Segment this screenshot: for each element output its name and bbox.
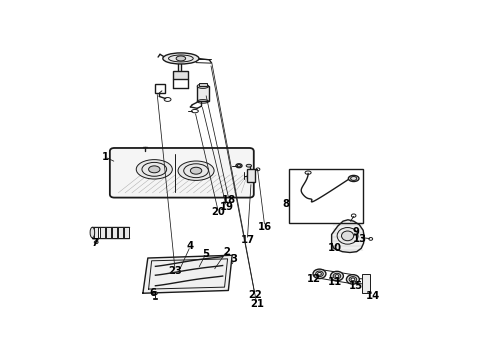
Bar [289, 169, 363, 223]
Text: 1: 1 [101, 152, 108, 162]
Ellipse shape [335, 275, 339, 278]
Bar [246, 169, 255, 182]
Text: 7: 7 [91, 238, 98, 248]
Text: 5: 5 [202, 249, 209, 260]
Ellipse shape [90, 227, 95, 238]
Ellipse shape [316, 271, 323, 276]
Text: 11: 11 [327, 276, 342, 287]
Ellipse shape [163, 53, 199, 64]
Text: 8: 8 [283, 199, 290, 209]
Bar [199, 84, 207, 86]
Polygon shape [332, 220, 364, 252]
Polygon shape [143, 255, 232, 293]
Ellipse shape [178, 161, 214, 180]
Ellipse shape [346, 275, 359, 284]
Text: 14: 14 [366, 291, 380, 301]
Ellipse shape [330, 271, 343, 281]
Text: 10: 10 [328, 243, 342, 253]
Text: 3: 3 [231, 255, 238, 264]
Text: 13: 13 [353, 234, 367, 244]
Ellipse shape [349, 276, 357, 282]
Bar [99, 227, 104, 238]
Bar [197, 86, 209, 102]
Ellipse shape [197, 84, 209, 89]
Bar [94, 227, 98, 238]
Text: 22: 22 [248, 290, 262, 300]
Ellipse shape [136, 159, 172, 179]
Text: 19: 19 [220, 202, 233, 212]
Ellipse shape [246, 164, 251, 167]
Text: 16: 16 [258, 222, 272, 232]
Ellipse shape [176, 56, 186, 61]
Ellipse shape [342, 231, 354, 241]
FancyBboxPatch shape [110, 148, 254, 198]
Ellipse shape [148, 166, 160, 173]
Text: 23: 23 [168, 266, 182, 276]
Ellipse shape [190, 167, 202, 174]
Text: 9: 9 [352, 227, 359, 237]
Bar [362, 274, 369, 293]
Ellipse shape [333, 273, 341, 279]
Ellipse shape [94, 241, 98, 244]
Bar [106, 227, 111, 238]
Text: 21: 21 [250, 299, 264, 309]
Text: 12: 12 [307, 274, 321, 284]
Ellipse shape [318, 273, 321, 275]
Text: 15: 15 [348, 281, 363, 291]
Ellipse shape [348, 175, 359, 181]
Ellipse shape [153, 292, 157, 295]
Bar [118, 227, 123, 238]
Bar [124, 227, 129, 238]
Bar [155, 84, 165, 93]
Bar [112, 227, 117, 238]
Text: 4: 4 [187, 241, 194, 251]
Bar [173, 71, 188, 79]
Text: 18: 18 [222, 195, 236, 205]
Text: 2: 2 [223, 247, 230, 257]
Text: 6: 6 [149, 288, 157, 298]
Ellipse shape [351, 278, 355, 281]
Ellipse shape [313, 269, 326, 279]
Text: 20: 20 [212, 207, 225, 217]
Text: 17: 17 [240, 235, 254, 245]
